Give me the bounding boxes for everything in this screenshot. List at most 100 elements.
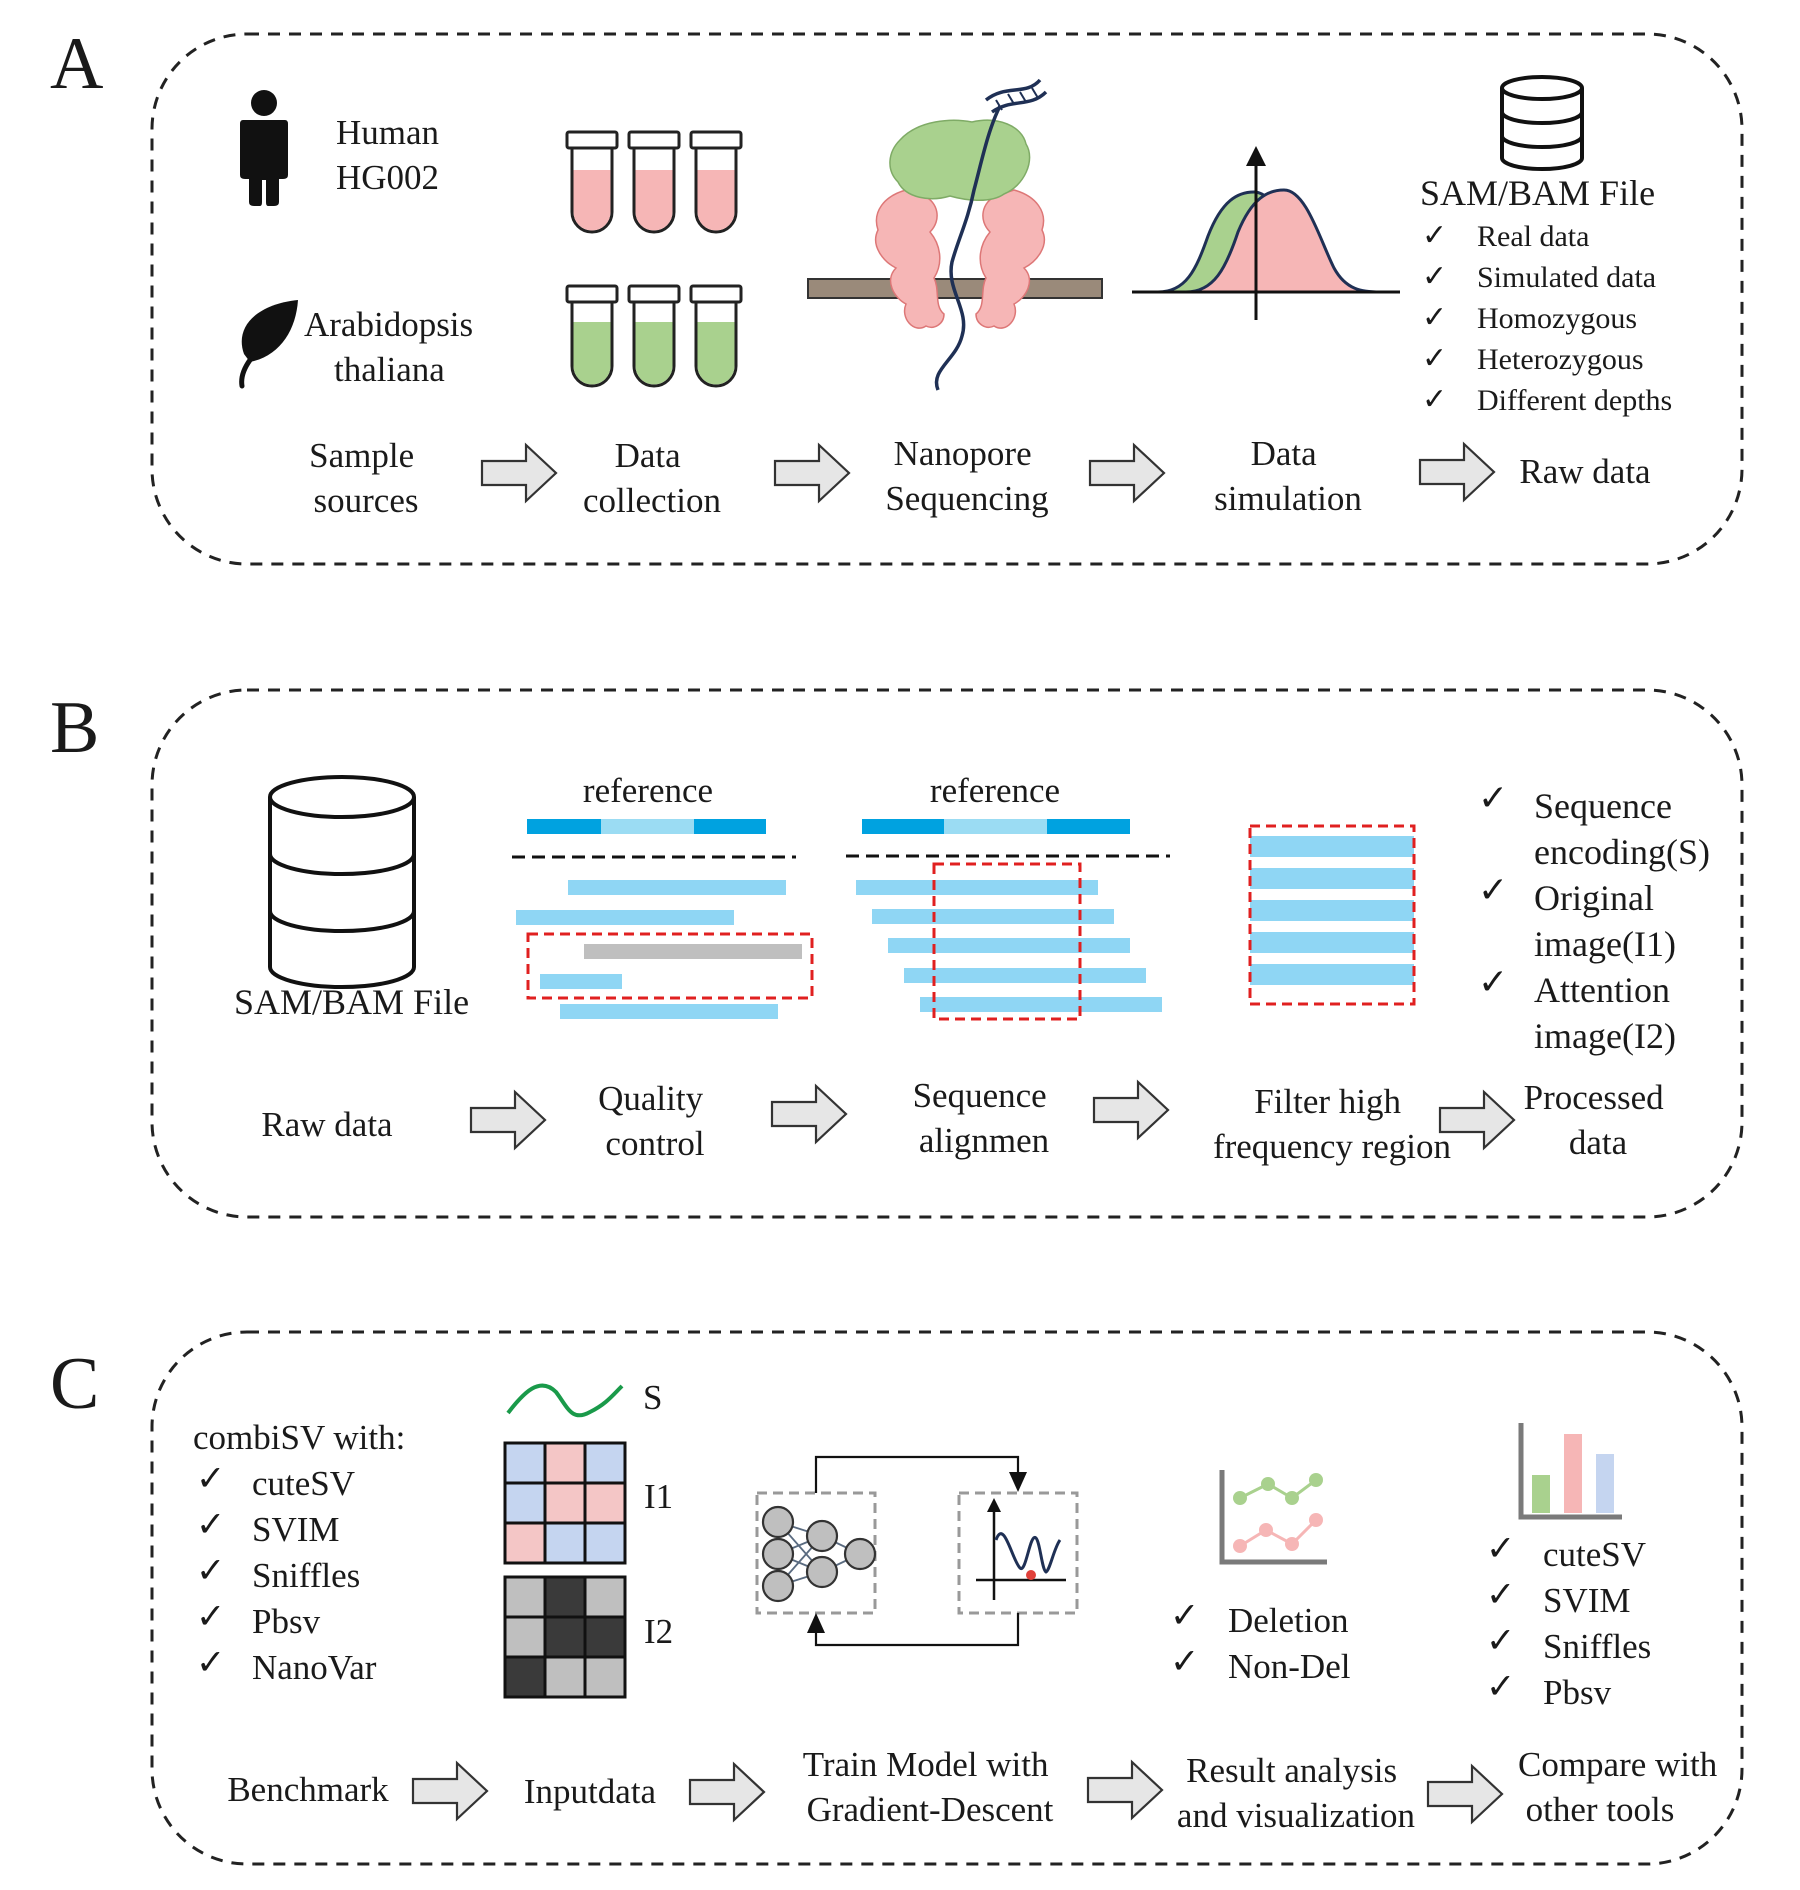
- compare-tool: SVIM: [1543, 1581, 1631, 1620]
- benchmark-title: combiSV with:: [193, 1418, 405, 1457]
- panel-c-border: [150, 1330, 1744, 1866]
- reference-label: reference: [930, 771, 1060, 810]
- aligned-read: [888, 938, 1130, 953]
- short-read: [540, 974, 622, 989]
- arrow-icon: [773, 443, 851, 503]
- filtered-reads-box: [526, 932, 814, 1000]
- filtered-region-diagram: [1248, 824, 1416, 1006]
- database-icon: [1500, 75, 1584, 171]
- check-icon: ✓: [1422, 219, 1447, 252]
- input-label-i2: I2: [644, 1612, 673, 1651]
- reference-segment: [694, 819, 766, 834]
- check-icon: ✓: [196, 1597, 225, 1636]
- high-frequency-box: [932, 862, 1082, 1021]
- check-icon: ✓: [1170, 1596, 1199, 1635]
- low-quality-read: [584, 944, 802, 959]
- check-icon: ✓: [196, 1551, 225, 1590]
- step-quality-control: Quality control: [598, 1079, 712, 1163]
- step-data-simulation: Data simulation: [1214, 434, 1362, 518]
- output-item: Sequence encoding(S): [1534, 786, 1710, 872]
- benchmark-tool: cuteSV: [252, 1464, 355, 1503]
- distribution-icon: [1132, 146, 1400, 320]
- reference-segment: [862, 819, 944, 834]
- check-icon: ✓: [196, 1459, 225, 1498]
- step-benchmark: Benchmark: [227, 1770, 389, 1809]
- aligned-read: [904, 968, 1146, 983]
- panel-c: C combiSV with: ✓ cuteSV ✓ SVIM ✓ Sniffl…: [50, 1330, 1744, 1866]
- arrow-icon: [1088, 443, 1166, 503]
- reference-segment: [601, 819, 694, 834]
- check-icon: ✓: [1478, 778, 1508, 818]
- checklist-item: Different depths: [1477, 384, 1672, 417]
- attention-image-grid: [503, 1575, 627, 1699]
- aligned-read: [872, 909, 1114, 924]
- input-label-i1: I1: [644, 1477, 673, 1516]
- check-icon: ✓: [1422, 383, 1447, 416]
- reference-label: reference: [583, 771, 713, 810]
- input-label-s: S: [643, 1378, 662, 1417]
- aligned-read: [920, 997, 1162, 1012]
- step-filter-high-frequency: Filter high frequency region: [1213, 1082, 1451, 1166]
- checklist-item: Homozygous: [1477, 302, 1637, 335]
- sequence-signal-icon: [506, 1383, 624, 1418]
- check-icon: ✓: [1486, 1621, 1515, 1660]
- sequencing-read: [516, 910, 734, 925]
- line-plot-icon: [1219, 1470, 1327, 1565]
- check-icon: ✓: [1486, 1575, 1515, 1614]
- arrow-icon: [1426, 1764, 1504, 1824]
- step-train-model: Train Model with Gradient-Descent: [803, 1745, 1057, 1829]
- leaf-icon: [239, 300, 298, 389]
- sam-bam-file-label: SAM/BAM File: [234, 982, 469, 1022]
- alignment-diagram: reference: [846, 771, 1170, 1021]
- check-icon: ✓: [1422, 342, 1447, 375]
- arrow-icon: [1418, 442, 1496, 502]
- compare-tool: Pbsv: [1543, 1673, 1612, 1712]
- check-icon: ✓: [1478, 962, 1508, 1002]
- loss-curve-icon: [957, 1491, 1079, 1615]
- benchmark-tool-list: ✓ cuteSV ✓ SVIM ✓ Sniffles ✓ Pbsv ✓ Nano…: [196, 1459, 377, 1687]
- step-raw-data: Raw data: [1519, 452, 1651, 491]
- check-icon: ✓: [1486, 1529, 1515, 1568]
- step-processed-data: Processed data: [1524, 1078, 1673, 1162]
- panel-b: B SAM/BAM File reference reference: [50, 687, 1744, 1219]
- benchmark-tool: NanoVar: [252, 1648, 377, 1687]
- panel-b-letter: B: [50, 687, 99, 769]
- arrow-icon: [1438, 1090, 1516, 1150]
- step-result-analysis: Result analysis and visualization: [1177, 1751, 1415, 1835]
- check-icon: ✓: [1422, 260, 1447, 293]
- step-sequence-alignment: Sequence alignmen: [913, 1076, 1056, 1160]
- arrow-icon: [1086, 1760, 1164, 1820]
- raw-data-checklist: ✓ Real data ✓ Simulated data ✓ Homozygou…: [1422, 219, 1672, 417]
- check-icon: ✓: [1486, 1667, 1515, 1706]
- arrow-icon: [411, 1761, 489, 1821]
- test-tube-icon: [565, 130, 743, 388]
- checklist-item: Real data: [1477, 220, 1589, 253]
- reference-segment: [1047, 819, 1130, 834]
- class-label: Non-Del: [1228, 1647, 1351, 1686]
- step-raw-data: Raw data: [261, 1105, 393, 1144]
- arrow-icon: [770, 1084, 848, 1144]
- step-sample-sources: Sample sources: [309, 436, 423, 520]
- arrow-icon: [688, 1762, 766, 1822]
- panel-a-border: [150, 32, 1744, 566]
- neural-network-icon: [755, 1491, 877, 1615]
- database-icon: [268, 775, 416, 989]
- step-compare-tools: Compare with other tools: [1518, 1745, 1726, 1829]
- nanopore-icon: [807, 78, 1103, 391]
- compare-tool-list: ✓ cuteSV ✓ SVIM ✓ Sniffles ✓ Pbsv: [1486, 1529, 1651, 1712]
- person-icon: [240, 90, 288, 206]
- quality-control-diagram: reference: [512, 771, 814, 1019]
- compare-tool: cuteSV: [1543, 1535, 1646, 1574]
- classification-outputs: ✓ Deletion ✓ Non-Del: [1170, 1596, 1351, 1686]
- file-title: SAM/BAM File: [1420, 173, 1655, 213]
- check-icon: ✓: [1422, 301, 1447, 334]
- sequencing-read: [568, 880, 786, 895]
- processed-outputs: ✓ Sequence encoding(S) ✓ Original image(…: [1478, 778, 1710, 1056]
- reference-segment: [527, 819, 601, 834]
- checklist-item: Heterozygous: [1477, 343, 1644, 376]
- bar-chart-icon: [1518, 1423, 1622, 1520]
- compare-tool: Sniffles: [1543, 1627, 1651, 1666]
- step-data-collection: Data collection: [583, 436, 721, 520]
- check-icon: ✓: [1170, 1642, 1199, 1681]
